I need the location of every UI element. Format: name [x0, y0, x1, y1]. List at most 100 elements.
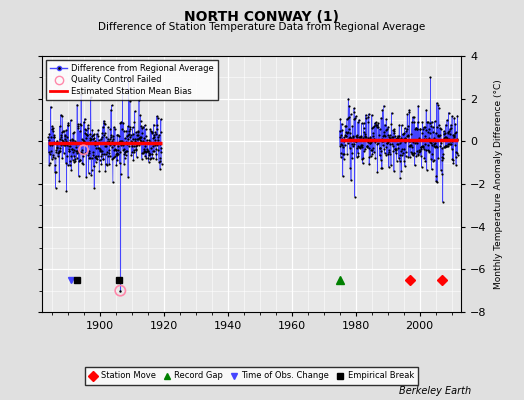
Point — [64, 146, 73, 152]
Point — [416, 126, 424, 132]
Point — [60, 136, 69, 142]
Point — [441, 134, 449, 140]
Point — [57, 134, 66, 140]
Point — [410, 150, 418, 156]
Point — [112, 150, 121, 156]
Point — [353, 153, 361, 160]
Point — [403, 133, 411, 139]
Point — [381, 137, 389, 144]
Point — [153, 142, 161, 148]
Point — [57, 112, 65, 118]
Point — [342, 129, 350, 135]
Point — [78, 150, 86, 156]
Point — [98, 130, 106, 136]
Point — [58, 137, 66, 144]
Point — [335, 134, 344, 140]
Point — [109, 133, 117, 139]
Point — [432, 130, 440, 136]
Point — [78, 146, 86, 153]
Point — [451, 142, 459, 148]
Point — [79, 161, 87, 167]
Point — [339, 127, 347, 134]
Point — [359, 125, 368, 131]
Point — [357, 120, 366, 127]
Point — [126, 98, 134, 104]
Point — [59, 138, 68, 145]
Point — [133, 154, 141, 160]
Point — [74, 148, 82, 154]
Point — [113, 152, 121, 158]
Point — [131, 138, 139, 144]
Point — [151, 136, 159, 143]
Point — [400, 157, 408, 164]
Point — [377, 136, 386, 142]
Point — [445, 128, 453, 134]
Point — [97, 152, 105, 159]
Point — [81, 126, 89, 132]
Point — [341, 142, 349, 148]
Point — [115, 140, 123, 146]
Point — [96, 148, 105, 154]
Point — [398, 146, 407, 152]
Point — [349, 134, 357, 140]
Point — [440, 130, 449, 136]
Point — [99, 156, 107, 162]
Point — [409, 137, 418, 144]
Point — [366, 140, 374, 146]
Point — [371, 139, 379, 146]
Point — [383, 126, 391, 132]
Point — [103, 139, 111, 146]
Point — [148, 155, 157, 161]
Point — [82, 134, 90, 141]
Point — [154, 134, 162, 140]
Point — [144, 154, 152, 161]
Point — [387, 121, 396, 128]
Point — [406, 153, 414, 160]
Point — [148, 151, 156, 158]
Point — [133, 136, 141, 142]
Point — [93, 141, 101, 147]
Point — [372, 122, 380, 128]
Point — [450, 115, 458, 121]
Point — [376, 145, 385, 151]
Point — [111, 146, 119, 152]
Point — [345, 126, 353, 132]
Point — [405, 138, 413, 144]
Point — [348, 155, 356, 162]
Point — [402, 136, 411, 142]
Point — [418, 142, 426, 149]
Point — [341, 122, 350, 129]
Point — [427, 140, 435, 146]
Point — [343, 140, 352, 146]
Point — [44, 134, 52, 141]
Point — [144, 140, 152, 146]
Point — [85, 150, 93, 156]
Point — [370, 149, 378, 156]
Point — [386, 150, 395, 157]
Point — [369, 136, 378, 142]
Point — [102, 134, 111, 140]
Point — [404, 154, 412, 160]
Point — [406, 143, 414, 150]
Point — [73, 148, 82, 155]
Point — [370, 136, 378, 143]
Point — [388, 141, 397, 148]
Point — [101, 143, 110, 150]
Point — [60, 128, 69, 134]
Point — [406, 142, 414, 148]
Point — [409, 138, 417, 145]
Point — [417, 144, 425, 150]
Point — [91, 142, 99, 148]
Point — [350, 116, 358, 122]
Point — [344, 129, 352, 135]
Point — [154, 114, 162, 121]
Point — [107, 106, 115, 113]
Text: Berkeley Earth: Berkeley Earth — [399, 386, 472, 396]
Point — [79, 137, 87, 144]
Point — [91, 154, 99, 160]
Point — [352, 138, 360, 144]
Point — [58, 155, 67, 161]
Point — [48, 142, 57, 148]
Point — [423, 137, 431, 144]
Point — [345, 113, 353, 120]
